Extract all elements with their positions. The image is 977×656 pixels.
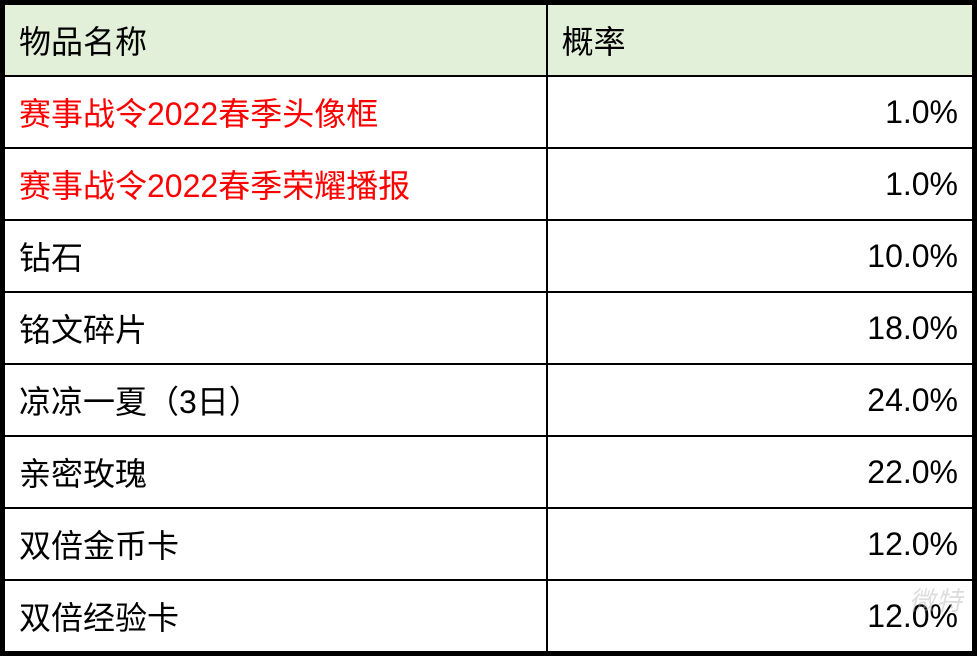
table-row: 双倍金币卡 12.0% [4,508,973,580]
table-row: 赛事战令2022春季头像框 1.0% [4,76,973,148]
item-prob-cell: 18.0% [547,292,973,364]
probability-table: 物品名称 概率 赛事战令2022春季头像框 1.0% 赛事战令2022春季荣耀播… [3,3,974,653]
item-prob-cell: 1.0% [547,76,973,148]
item-prob-cell: 12.0% [547,508,973,580]
item-name-cell: 赛事战令2022春季头像框 [4,76,547,148]
item-name-cell: 钻石 [4,220,547,292]
header-probability: 概率 [547,4,973,76]
table-row: 双倍经验卡 12.0% [4,580,973,652]
table-row: 亲密玫瑰 22.0% [4,436,973,508]
table-row: 钻石 10.0% [4,220,973,292]
item-prob-cell: 10.0% [547,220,973,292]
item-prob-cell: 12.0% [547,580,973,652]
item-name-cell: 双倍经验卡 [4,580,547,652]
probability-table-container: 物品名称 概率 赛事战令2022春季头像框 1.0% 赛事战令2022春季荣耀播… [0,0,977,656]
item-name-cell: 赛事战令2022春季荣耀播报 [4,148,547,220]
item-name-cell: 凉凉一夏（3日） [4,364,547,436]
item-prob-cell: 24.0% [547,364,973,436]
item-prob-cell: 22.0% [547,436,973,508]
table-row: 赛事战令2022春季荣耀播报 1.0% [4,148,973,220]
table-row: 凉凉一夏（3日） 24.0% [4,364,973,436]
table-row: 铭文碎片 18.0% [4,292,973,364]
table-body: 赛事战令2022春季头像框 1.0% 赛事战令2022春季荣耀播报 1.0% 钻… [4,76,973,652]
header-item-name: 物品名称 [4,4,547,76]
item-name-cell: 亲密玫瑰 [4,436,547,508]
item-prob-cell: 1.0% [547,148,973,220]
item-name-cell: 铭文碎片 [4,292,547,364]
table-header-row: 物品名称 概率 [4,4,973,76]
item-name-cell: 双倍金币卡 [4,508,547,580]
